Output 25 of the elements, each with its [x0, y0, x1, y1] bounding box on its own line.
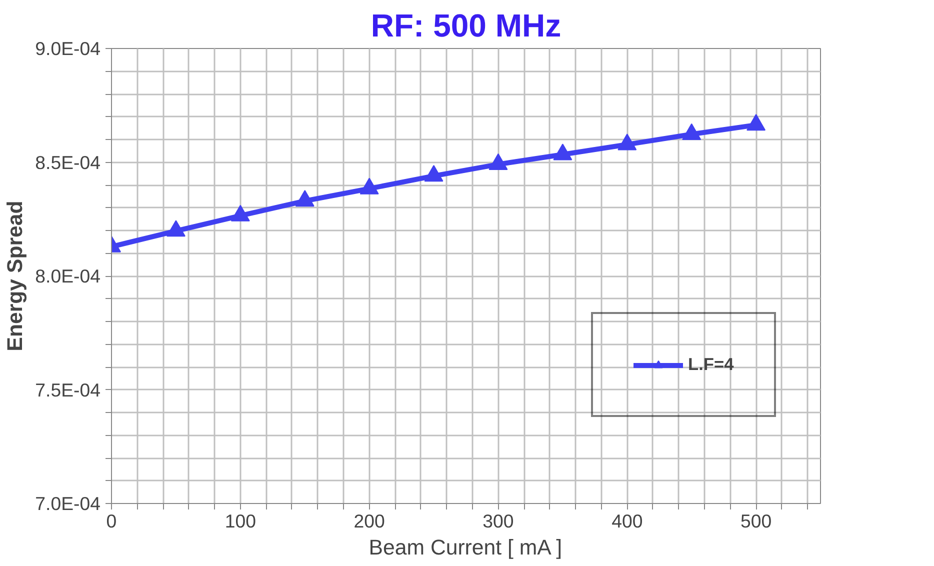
chart-title: RF: 500 MHz: [370, 8, 562, 44]
y-tick-label: 9.0E-04: [35, 38, 100, 59]
point: [682, 123, 702, 140]
point: [230, 204, 250, 222]
point: [553, 144, 572, 160]
x-tick-label: 100: [224, 510, 256, 532]
point: [424, 165, 444, 182]
point: [295, 190, 314, 207]
legend-label: L.F=4: [688, 354, 734, 375]
x-axis-title: Beam Current [ mA ]: [368, 536, 562, 560]
x-tick-label: 200: [354, 510, 385, 532]
point: [360, 178, 379, 194]
y-axis-title: Energy Spread: [3, 200, 28, 352]
point: [488, 153, 508, 170]
y-tick-label: 7.5E-04: [35, 379, 100, 400]
point: [618, 134, 637, 150]
y-tick-label: 8.5E-04: [35, 152, 100, 173]
x-tick-label: 300: [482, 510, 514, 532]
y-tick-label: 8.0E-04: [35, 266, 100, 286]
point: [166, 220, 186, 237]
point: [746, 114, 766, 131]
y-tick-label: 7.0E-04: [35, 493, 100, 514]
x-tick-label: 0: [106, 510, 117, 532]
x-tick-label: 500: [740, 510, 772, 532]
x-tick-label: 400: [612, 510, 643, 532]
